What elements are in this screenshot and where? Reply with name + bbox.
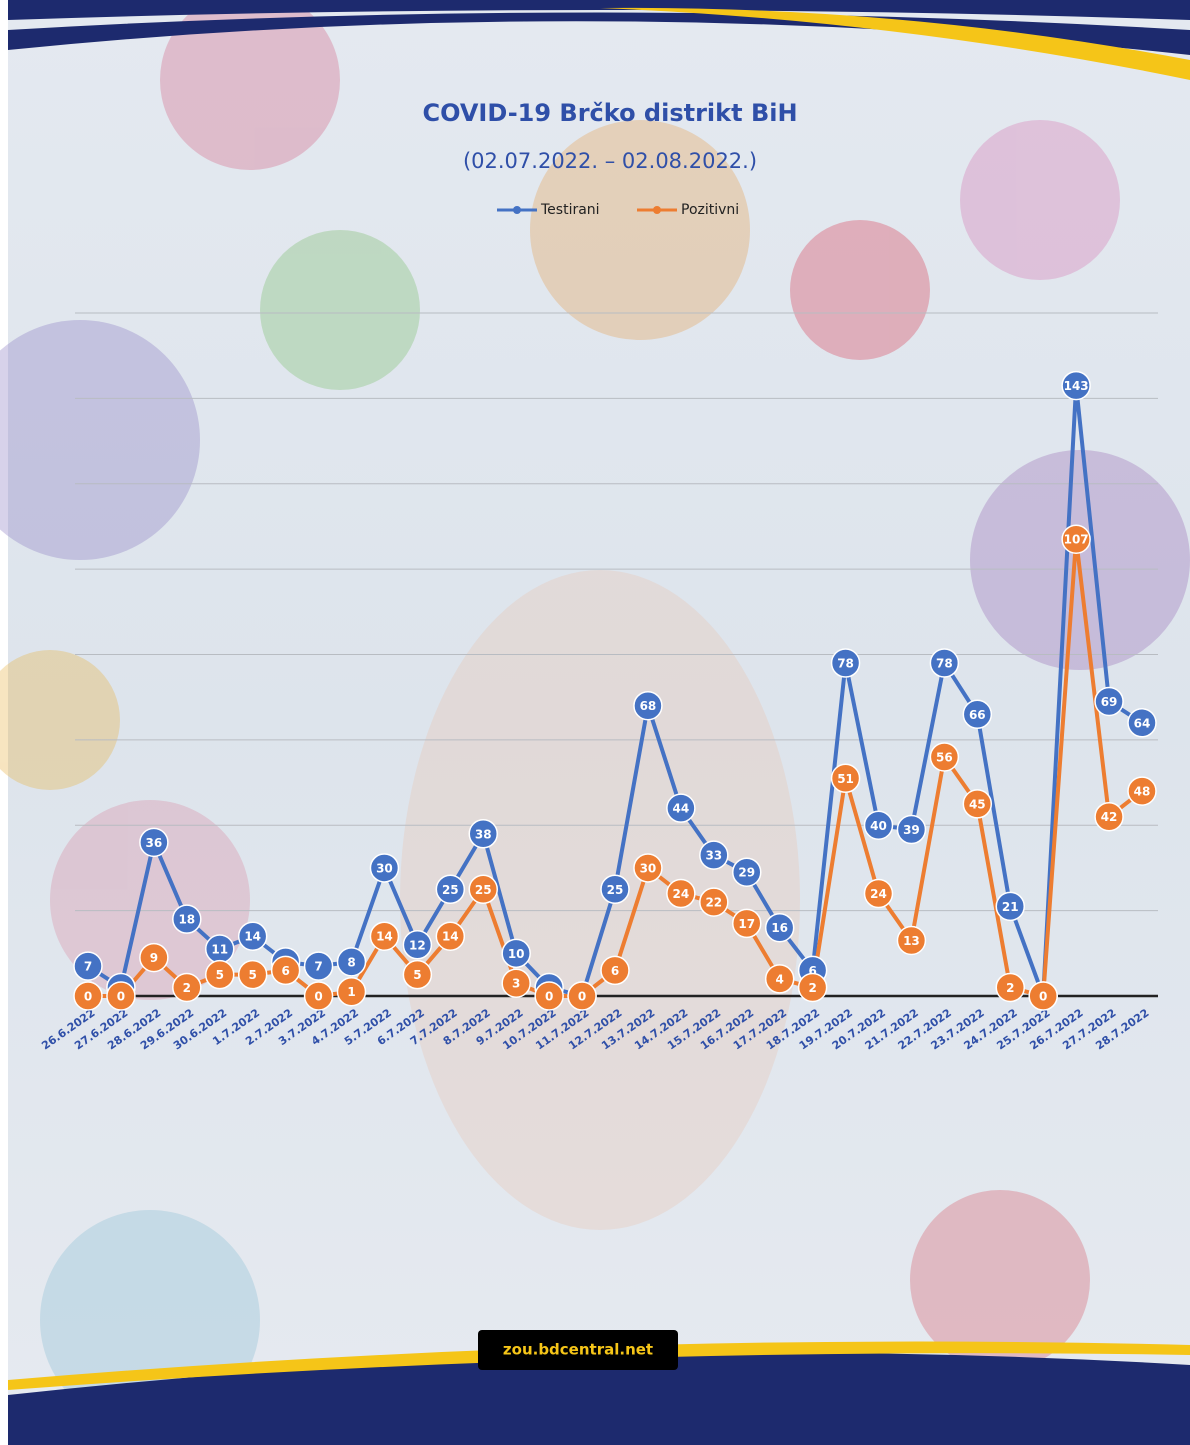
data-label: 78 xyxy=(936,657,953,671)
data-label: 0 xyxy=(545,990,553,1004)
data-label: 6 xyxy=(611,964,619,978)
data-label: 107 xyxy=(1064,533,1089,547)
chart-subtitle: (02.07.2022. – 02.08.2022.) xyxy=(463,149,757,173)
data-label: 36 xyxy=(146,836,163,850)
data-label: 29 xyxy=(738,866,755,880)
data-label: 33 xyxy=(705,849,722,863)
data-label: 2 xyxy=(808,981,816,995)
data-label: 9 xyxy=(150,951,158,965)
data-label: 5 xyxy=(216,968,224,982)
data-label: 30 xyxy=(376,861,393,875)
data-label: 51 xyxy=(837,772,854,786)
data-label: 42 xyxy=(1101,810,1118,824)
data-label: 1 xyxy=(347,985,355,999)
data-label: 24 xyxy=(870,887,887,901)
data-label: 143 xyxy=(1064,379,1089,393)
legend-marker xyxy=(653,206,661,214)
data-label: 48 xyxy=(1134,785,1151,799)
data-label: 14 xyxy=(442,930,459,944)
data-label: 4 xyxy=(776,972,784,986)
data-label: 45 xyxy=(969,797,986,811)
data-label: 0 xyxy=(314,990,322,1004)
data-label: 21 xyxy=(1002,900,1019,914)
data-label: 38 xyxy=(475,827,492,841)
data-label: 7 xyxy=(84,960,92,974)
chart-title: COVID-19 Brčko distrikt BiH xyxy=(422,99,797,127)
data-label: 14 xyxy=(244,930,261,944)
data-label: 5 xyxy=(413,968,421,982)
data-label: 12 xyxy=(409,938,426,952)
footer-link: zou.bdcentral.net xyxy=(503,1341,653,1359)
data-label: 68 xyxy=(640,699,657,713)
data-label: 30 xyxy=(640,861,657,875)
data-label: 16 xyxy=(771,921,788,935)
data-label: 8 xyxy=(347,955,355,969)
data-label: 66 xyxy=(969,708,986,722)
data-label: 22 xyxy=(705,896,722,910)
data-label: 7 xyxy=(314,960,322,974)
data-label: 0 xyxy=(578,990,586,1004)
data-label: 25 xyxy=(607,883,624,897)
data-label: 6 xyxy=(281,964,289,978)
data-label: 18 xyxy=(178,913,195,927)
data-label: 10 xyxy=(508,947,525,961)
data-label: 0 xyxy=(1039,990,1047,1004)
legend-label: Pozitivni xyxy=(681,202,739,218)
data-label: 40 xyxy=(870,819,887,833)
data-label: 25 xyxy=(442,883,459,897)
data-label: 56 xyxy=(936,750,953,764)
data-label: 64 xyxy=(1134,716,1151,730)
data-label: 2 xyxy=(1006,981,1014,995)
data-label: 44 xyxy=(673,802,690,816)
legend-marker xyxy=(513,206,521,214)
data-label: 39 xyxy=(903,823,920,837)
data-label: 5 xyxy=(249,968,257,982)
data-label: 2 xyxy=(183,981,191,995)
data-label: 13 xyxy=(903,934,920,948)
data-label: 69 xyxy=(1101,695,1118,709)
data-label: 3 xyxy=(512,977,520,991)
data-label: 14 xyxy=(376,930,393,944)
data-label: 0 xyxy=(84,990,92,1004)
data-label: 17 xyxy=(738,917,755,931)
legend-label: Testirani xyxy=(540,202,600,218)
chart: COVID-19 Brčko distrikt BiH (02.07.2022.… xyxy=(0,0,1190,1445)
data-label: 24 xyxy=(673,887,690,901)
data-label: 25 xyxy=(475,883,492,897)
data-label: 78 xyxy=(837,657,854,671)
data-label: 11 xyxy=(211,943,228,957)
data-label: 0 xyxy=(117,990,125,1004)
